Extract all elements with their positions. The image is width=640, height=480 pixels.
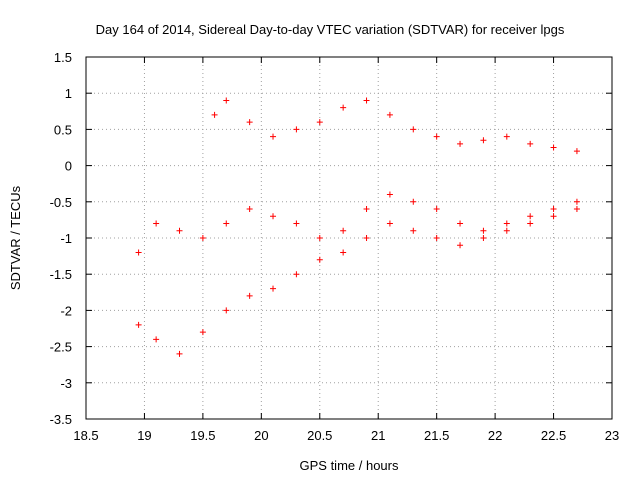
y-tick-label: -3	[60, 376, 72, 391]
x-tick-label: 22.5	[541, 428, 566, 443]
data-point	[293, 220, 300, 227]
data-point	[386, 191, 393, 198]
data-point	[550, 144, 557, 151]
y-tick-label: -3.5	[50, 412, 72, 427]
data-point	[363, 206, 370, 213]
data-point	[246, 119, 253, 126]
x-tick-label: 23	[605, 428, 619, 443]
data-point	[135, 249, 142, 256]
axis-ticks	[85, 56, 613, 420]
data-point	[199, 329, 206, 336]
data-point	[135, 321, 142, 328]
x-tick-label: 19.5	[190, 428, 215, 443]
data-series	[135, 97, 580, 357]
x-tick-label: 22	[488, 428, 502, 443]
data-point	[386, 111, 393, 118]
data-point	[293, 126, 300, 133]
data-point	[270, 285, 277, 292]
data-point	[457, 140, 464, 147]
data-point	[223, 220, 230, 227]
data-point	[410, 227, 417, 234]
data-point	[176, 227, 183, 234]
x-tick-label: 21	[371, 428, 385, 443]
plot-frame	[85, 56, 613, 420]
data-point	[503, 220, 510, 227]
data-point	[503, 227, 510, 234]
x-tick-label: 21.5	[424, 428, 449, 443]
y-tick-label: -1.5	[50, 267, 72, 282]
data-point	[457, 242, 464, 249]
data-point	[457, 220, 464, 227]
y-axis-label: SDTVAR / TECUs	[8, 185, 23, 290]
x-tick-label: 20.5	[307, 428, 332, 443]
data-point	[340, 249, 347, 256]
y-tick-label: 0	[65, 159, 72, 174]
data-point	[153, 220, 160, 227]
data-point	[573, 206, 580, 213]
data-point	[527, 140, 534, 147]
y-tick-label: -2	[60, 303, 72, 318]
data-point	[503, 133, 510, 140]
data-point	[270, 133, 277, 140]
chart-title: Day 164 of 2014, Sidereal Day-to-day VTE…	[96, 22, 565, 37]
data-point	[223, 97, 230, 104]
data-point	[246, 292, 253, 299]
data-point	[270, 213, 277, 220]
y-tick-label: 1	[65, 86, 72, 101]
data-point	[550, 213, 557, 220]
data-point	[199, 235, 206, 241]
x-tick-label: 20	[254, 428, 268, 443]
data-point	[211, 111, 218, 118]
data-point	[363, 235, 370, 241]
data-point	[153, 336, 160, 343]
data-point	[480, 235, 487, 241]
data-point	[433, 235, 440, 241]
x-axis-label: GPS time / hours	[300, 458, 399, 473]
grid-lines	[86, 57, 612, 419]
series-3	[211, 97, 580, 155]
data-point	[410, 126, 417, 133]
data-point	[223, 307, 230, 314]
data-point	[363, 97, 370, 104]
series-1	[135, 191, 580, 256]
data-point	[246, 206, 253, 213]
data-point	[433, 206, 440, 213]
y-tick-label: -0.5	[50, 195, 72, 210]
data-point	[316, 119, 323, 126]
tick-labels: 18.5 19 19.5 20 20.5 21 21.5 22 22.5 23 -3.5 -3 -2.5…	[50, 50, 620, 443]
data-point	[433, 133, 440, 140]
y-tick-label: 1.5	[54, 50, 72, 65]
data-point	[316, 235, 323, 241]
data-point	[340, 227, 347, 234]
data-point	[316, 256, 323, 263]
y-tick-label: 0.5	[54, 122, 72, 137]
x-tick-label: 18.5	[73, 428, 98, 443]
data-point	[527, 220, 534, 227]
data-point	[527, 213, 534, 220]
data-point	[386, 220, 393, 227]
data-point	[293, 271, 300, 278]
data-point	[550, 206, 557, 213]
y-tick-label: -2.5	[50, 340, 72, 355]
series-2	[135, 206, 580, 357]
data-point	[410, 198, 417, 205]
data-point	[340, 104, 347, 111]
data-point	[480, 227, 487, 234]
data-point	[573, 148, 580, 155]
y-tick-label: -1	[60, 231, 72, 246]
data-point	[573, 198, 580, 205]
data-point	[480, 137, 487, 144]
x-tick-label: 19	[137, 428, 151, 443]
data-point	[176, 350, 183, 357]
